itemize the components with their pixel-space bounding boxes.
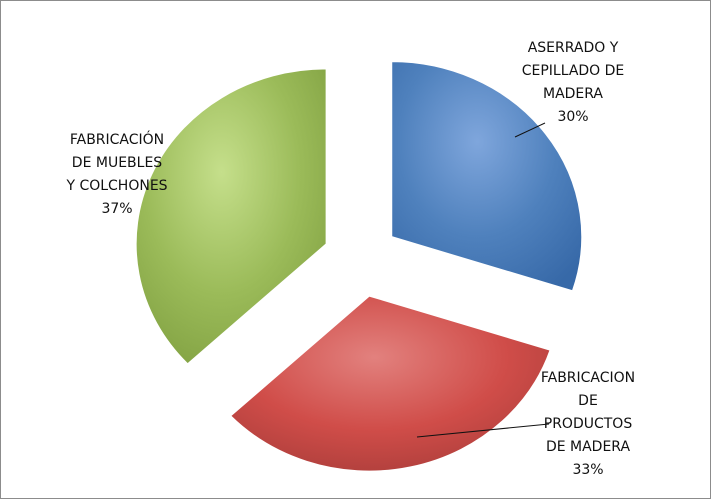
slice-2-percent-label: 33% — [572, 462, 603, 478]
slices-layer — [135, 61, 583, 472]
pie-slice-1 — [391, 61, 583, 292]
label-group-slice-3: FABRICACIÓN DE MUEBLES Y COLCHONES 37% — [65, 130, 167, 217]
leader-lines — [416, 122, 550, 438]
slice-3-label-line-1: FABRICACIÓN — [70, 130, 164, 148]
slice-1-label-line-2: CEPILLADO DE — [522, 63, 625, 79]
slice-1-label-line-3: MADERA — [543, 86, 603, 102]
leader-line-1 — [514, 122, 546, 138]
slice-2-label-line-1: FABRICACION — [541, 370, 635, 386]
slice-2-label-line-3: PRODUCTOS — [544, 416, 633, 432]
slice-3-percent-label: 37% — [101, 201, 132, 217]
slice-3-label-line-3: Y COLCHONES — [65, 178, 167, 194]
leader-line-2 — [416, 423, 550, 438]
slice-1-percent-label: 30% — [557, 109, 588, 125]
label-group-slice-2: FABRICACION DE PRODUCTOS DE MADERA 33% — [541, 370, 635, 478]
pie-slice-3 — [135, 68, 327, 365]
label-group-slice-1: ASERRADO Y CEPILLADO DE MADERA 30% — [522, 40, 625, 125]
slice-2-label-line-4: DE MADERA — [546, 439, 631, 455]
slice-1-label-line-1: ASERRADO Y — [528, 40, 619, 56]
slice-2-label-line-2: DE — [578, 393, 598, 409]
slice-3-label-line-2: DE MUEBLES — [72, 155, 162, 171]
pie-slice-2 — [230, 295, 551, 472]
